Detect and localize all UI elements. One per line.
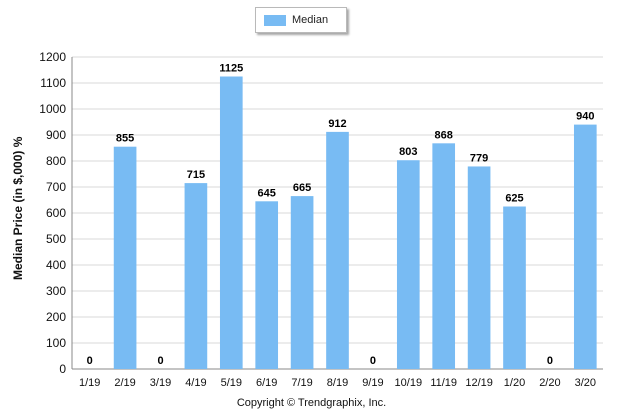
x-tick-label: 6/19 <box>256 377 277 389</box>
bar-11-19 <box>432 143 456 369</box>
x-tick-label: 7/19 <box>291 377 312 389</box>
legend-swatch-median <box>264 14 286 26</box>
y-tick-label: 700 <box>46 180 66 194</box>
y-tick-label: 400 <box>46 258 66 272</box>
x-tick-label: 8/19 <box>327 377 348 389</box>
bar-10-19 <box>396 160 420 369</box>
y-tick-label: 200 <box>46 310 66 324</box>
x-tick-label: 1/19 <box>79 377 100 389</box>
data-label: 1125 <box>219 63 243 75</box>
y-tick-label: 1100 <box>40 76 66 90</box>
data-label: 940 <box>576 111 594 123</box>
y-tick-label: 800 <box>46 154 66 168</box>
x-tick-label: 3/19 <box>150 377 171 389</box>
bar-1-20 <box>503 206 526 369</box>
y-tick-label: 500 <box>46 232 66 246</box>
y-tick-label: 0 <box>59 362 66 376</box>
bar-5-19 <box>219 76 243 369</box>
data-label: 803 <box>399 146 417 158</box>
bar-12-19 <box>467 166 491 369</box>
data-label: 665 <box>293 182 311 194</box>
bar-8-19 <box>326 131 349 369</box>
x-tick-label: 9/19 <box>362 377 383 389</box>
bar-2-19 <box>113 146 137 369</box>
x-tick-label: 11/19 <box>430 377 457 389</box>
y-tick-label: 100 <box>46 336 66 350</box>
data-label: 0 <box>370 355 376 367</box>
y-tick-label: 1000 <box>39 102 66 116</box>
x-tick-label: 3/20 <box>575 377 596 389</box>
x-tick-label: 12/19 <box>465 377 493 389</box>
y-tick-label: 900 <box>46 128 66 142</box>
y-tick-label: 1200 <box>39 50 66 64</box>
data-label: 0 <box>87 355 93 367</box>
data-label: 715 <box>187 169 205 181</box>
x-tick-label: 5/19 <box>221 377 242 389</box>
data-label: 0 <box>157 355 163 367</box>
bar-6-19 <box>255 201 279 369</box>
y-tick-label: 300 <box>46 284 66 298</box>
chart-legend: Median <box>255 7 347 33</box>
bar-3-20 <box>573 124 597 369</box>
x-tick-label: 1/20 <box>504 377 525 389</box>
bar-7-19 <box>290 196 314 369</box>
bar-4-19 <box>184 183 208 369</box>
x-tick-label: 10/19 <box>395 377 423 389</box>
data-label: 0 <box>547 355 553 367</box>
data-label: 912 <box>328 118 346 130</box>
y-tick-label: 600 <box>46 206 66 220</box>
data-label: 855 <box>116 133 134 145</box>
data-label: 868 <box>435 129 453 141</box>
x-tick-label: 2/20 <box>539 377 560 389</box>
x-tick-label: 2/19 <box>114 377 135 389</box>
x-tick-label: 4/19 <box>185 377 206 389</box>
copyright-footer: Copyright © Trendgraphix, Inc. <box>236 397 387 409</box>
data-label: 779 <box>470 152 488 164</box>
legend-label-median: Median <box>292 14 329 26</box>
y-axis-label: Median Price (in $,000) % <box>11 136 25 280</box>
data-label: 645 <box>258 187 276 199</box>
data-label: 625 <box>505 193 523 205</box>
